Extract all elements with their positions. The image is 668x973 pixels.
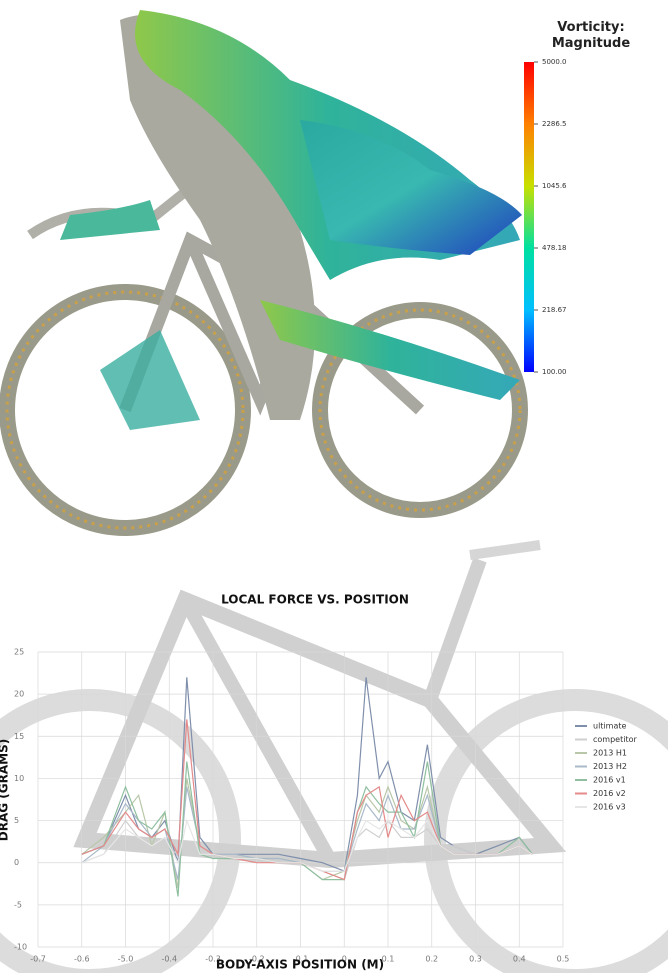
x-tick-label: -0.7 [30,955,46,964]
y-tick-label: -5 [14,900,22,909]
colorbar-tick-label: 1045.6 [542,182,567,190]
y-axis-label: DRAG (GRAMS) [0,739,11,841]
legend-label: competitor [593,735,637,744]
legend-label: 2013 H2 [593,762,627,771]
legend-label: 2016 v3 [593,803,626,812]
y-tick-label: 15 [14,732,24,741]
y-tick-label: -10 [14,943,27,952]
y-tick-label: 5 [14,816,19,825]
page: {"render":{"colorbar":{"title":"Vorticit… [0,0,668,973]
y-tick-label: 20 [14,690,24,699]
x-tick-label: -5.0 [118,955,134,964]
y-tick-label: 0 [14,858,19,867]
colorbar: 5000.0 2286.5 1045.6 478.18 218.67 100.00 [524,58,567,376]
colorbar-tick-label: 218.67 [542,306,567,314]
legend-label: 2016 v1 [593,776,626,785]
bike-background [0,545,668,973]
x-tick-label: 0.3 [469,955,482,964]
x-tick-label: 0.4 [513,955,526,964]
colorbar-tick-label: 100.00 [542,368,567,376]
x-tick-label: 0.5 [557,955,570,964]
y-tick-label: 10 [14,774,24,783]
colorbar-tick-label: 2286.5 [542,120,567,128]
legend-label: ultimate [593,722,626,731]
colorbar-tick-label: 478.18 [542,244,567,252]
cfd-render [7,10,522,528]
x-axis-label: BODY-AXIS POSITION (M) [216,958,384,972]
x-tick-label: -0.6 [74,955,90,964]
x-tick-label: 0.2 [425,955,438,964]
colorbar-tick-label: 5000.0 [542,58,567,66]
figure: 5000.0 2286.5 1045.6 478.18 218.67 100.00 -10… [0,0,668,973]
legend-label: 2013 H1 [593,749,627,758]
x-tick-label: -0.4 [161,955,177,964]
legend-label: 2016 v2 [593,789,626,798]
chart-title: LOCAL FORCE VS. POSITION [221,593,409,607]
y-tick-label: 25 [14,648,24,657]
colorbar-bar [524,62,534,372]
